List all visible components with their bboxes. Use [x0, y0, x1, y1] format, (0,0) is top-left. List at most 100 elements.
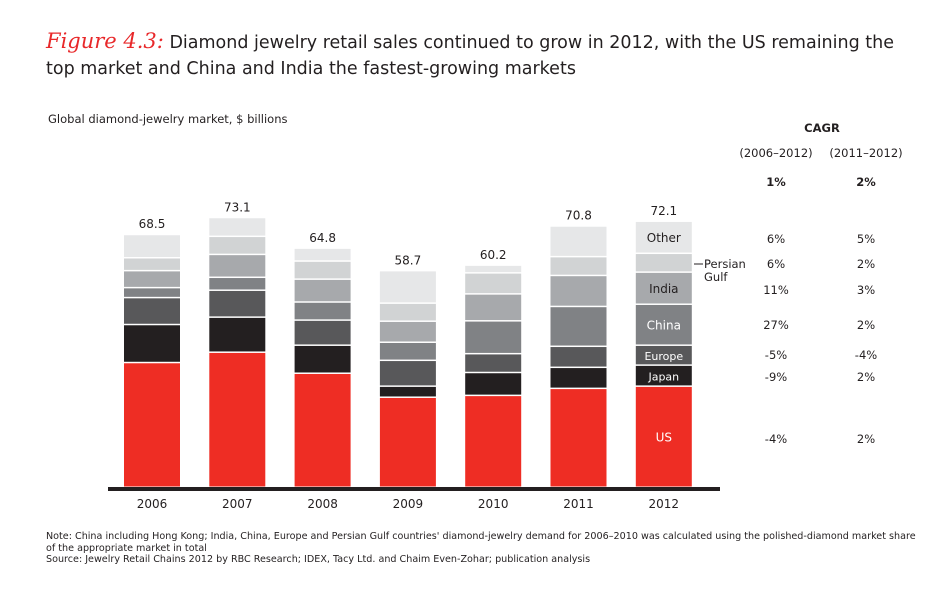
bar-segment-china-2010 [465, 321, 522, 353]
bar-segment-china-2007 [209, 278, 266, 290]
bar-segment-europe-2007 [209, 290, 266, 317]
segment-label-japan: Japan [647, 370, 679, 383]
cagr-value-us-2: 2% [857, 432, 875, 446]
stacked-bar-chart: 2006 2007 2008 2009 2010 2011 2012 68.5 73.1 64.… [108, 121, 903, 511]
segment-label-india: India [649, 282, 678, 296]
total-label-2010: 60.2 [480, 248, 507, 262]
segment-label-china: China [647, 318, 681, 332]
bar-segment-japan-2010 [465, 373, 522, 395]
source-text: Source: Jewelry Retail Chains 2012 by RB… [46, 554, 591, 565]
bar-segment-india-2006 [124, 271, 180, 287]
bar-segment-japan-2007 [209, 317, 266, 352]
bar-segment-persian-gulf-2009 [379, 303, 436, 321]
cagr-value-india-1: 11% [763, 283, 789, 297]
x-tick-label-2008: 2008 [307, 497, 338, 511]
bar-segment-china-2006 [124, 288, 180, 297]
cagr-value-us-1: -4% [765, 432, 787, 446]
bar-segment-japan-2011 [550, 368, 607, 388]
total-label-2012: 72.1 [650, 204, 677, 218]
figure-label: Figure 4.3: [46, 29, 164, 53]
cagr-column-header-2: (2011–2012) [829, 146, 902, 160]
x-tick-label-2010: 2010 [478, 497, 509, 511]
x-tick-label-2006: 2006 [137, 497, 168, 511]
bars-group [124, 218, 692, 487]
bar-segment-europe-2006 [124, 298, 180, 324]
callout-label-line1: Persian [704, 257, 746, 271]
cagr-value-japan-1: -9% [765, 370, 787, 384]
bar-segment-us-2007 [209, 352, 266, 487]
cagr-column-header-1: (2006–2012) [739, 146, 812, 160]
callout-label-line2: Gulf [704, 270, 728, 284]
bar-segment-persian-gulf-2011 [550, 257, 607, 275]
bar-segment-japan-2008 [294, 345, 351, 373]
bar-segment-japan-2009 [379, 386, 436, 397]
bar-segment-us-2011 [550, 389, 607, 487]
x-tick-label-2007: 2007 [222, 497, 253, 511]
cagr-header: CAGR [804, 121, 840, 135]
segment-label-europe: Europe [644, 350, 683, 363]
bar-segment-persian-gulf-2010 [465, 273, 522, 294]
bar-segment-india-2007 [209, 255, 266, 277]
x-tick-label-2012: 2012 [649, 497, 680, 511]
bar-segment-india-2012 [635, 272, 692, 304]
bar-segment-other-2011 [550, 226, 607, 256]
cagr-total-1: 1% [766, 175, 786, 189]
bar-segment-other-2008 [294, 248, 351, 261]
bar-segment-india-2011 [550, 276, 607, 306]
bar-segment-europe-2010 [465, 354, 522, 372]
cagr-table: CAGR (2006–2012) (2011–2012) 1% 2% 6% 5% 6… [739, 121, 902, 446]
total-label-2008: 64.8 [309, 231, 336, 245]
cagr-value-other-2: 5% [857, 232, 875, 246]
bar-segment-persian-gulf-2008 [294, 261, 351, 279]
bar-segment-china-2008 [294, 302, 351, 320]
cagr-total-2: 2% [856, 175, 876, 189]
chart-subtitle: Global diamond-jewelry market, $ billion… [48, 112, 288, 126]
segment-label-other: Other [647, 231, 681, 245]
bar-segment-china-2012 [635, 304, 692, 345]
bar-segment-other-2006 [124, 235, 180, 257]
bar-segment-china-2009 [379, 342, 436, 360]
cagr-value-persian-gulf-2: 2% [857, 257, 875, 271]
bar-segment-europe-2011 [550, 347, 607, 367]
cagr-value-china-2: 2% [857, 318, 875, 332]
cagr-value-persian-gulf-1: 6% [767, 257, 785, 271]
bar-segment-persian-gulf-2012 [635, 254, 692, 272]
cagr-value-japan-2: 2% [857, 370, 875, 384]
x-tick-labels: 2006 2007 2008 2009 2010 2011 2012 [137, 497, 679, 511]
total-label-2011: 70.8 [565, 209, 592, 223]
bar-segment-us-2006 [124, 363, 180, 487]
footnote: Note: China including Hong Kong; India, … [46, 531, 916, 566]
segment-label-us: US [656, 430, 672, 444]
segment-labels: US Japan Europe China India Other [644, 231, 683, 444]
bar-segment-china-2011 [550, 307, 607, 346]
bar-segment-other-2010 [465, 265, 522, 273]
cagr-value-europe-2: -4% [855, 348, 877, 362]
bar-segment-india-2009 [379, 321, 436, 342]
bar-segment-japan-2012 [635, 365, 692, 386]
bar-segment-us-2008 [294, 373, 351, 487]
total-label-2007: 73.1 [224, 200, 251, 214]
bar-segment-other-2009 [379, 271, 436, 303]
total-labels: 68.5 73.1 64.8 58.7 60.2 70.8 72.1 [139, 200, 678, 267]
cagr-value-china-1: 27% [763, 318, 789, 332]
bar-segment-europe-2012 [635, 345, 692, 365]
bar-segment-other-2007 [209, 218, 266, 236]
note-text: Note: China including Hong Kong; India, … [46, 531, 916, 554]
x-tick-label-2011: 2011 [563, 497, 594, 511]
total-label-2009: 58.7 [395, 253, 422, 267]
bar-segment-us-2010 [465, 396, 522, 487]
cagr-value-india-2: 3% [857, 283, 875, 297]
bar-segment-india-2010 [465, 294, 522, 321]
total-label-2006: 68.5 [139, 217, 166, 231]
figure-title: Figure 4.3: Diamond jewelry retail sales… [46, 28, 926, 82]
bar-segment-persian-gulf-2006 [124, 258, 180, 270]
cagr-value-other-1: 6% [767, 232, 785, 246]
figure-title-text: Diamond jewelry retail sales continued t… [46, 33, 894, 79]
persian-gulf-callout: Persian Gulf [694, 257, 746, 284]
x-tick-label-2009: 2009 [393, 497, 424, 511]
bar-segment-us-2009 [379, 397, 436, 487]
bar-segment-us-2012 [635, 386, 692, 487]
bar-segment-europe-2008 [294, 320, 351, 345]
bar-segment-other-2012 [635, 221, 692, 253]
bar-segment-india-2008 [294, 279, 351, 302]
